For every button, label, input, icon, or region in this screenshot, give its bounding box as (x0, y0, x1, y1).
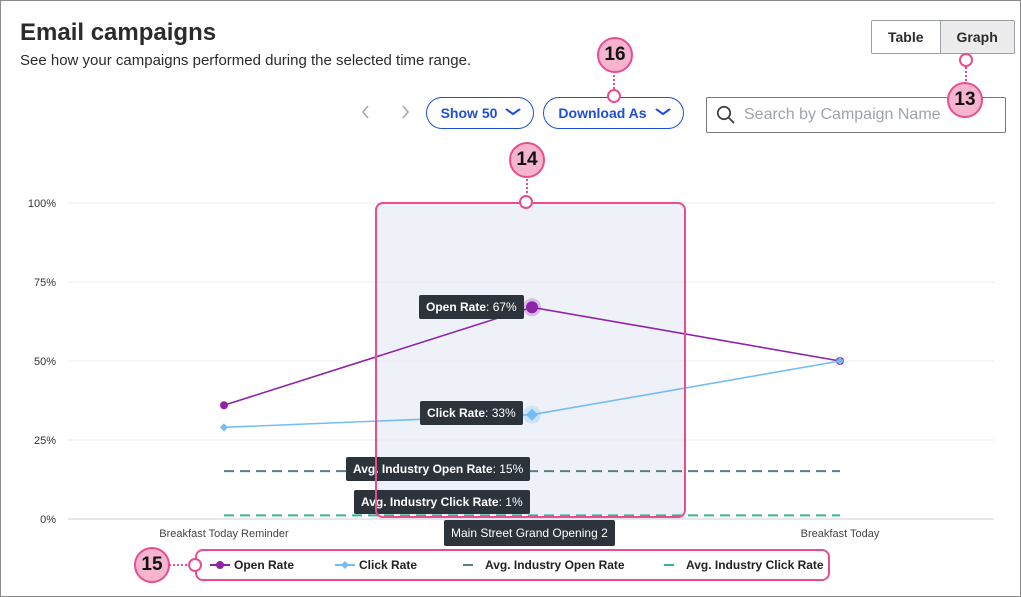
callout-15-connector (169, 564, 189, 566)
callout-15-anchor (188, 558, 202, 572)
x-tick-label: Breakfast Today Reminder (159, 528, 289, 540)
hovered-category-tooltip: Main Street Grand Opening 2 (444, 520, 615, 546)
callout-14-anchor (519, 195, 533, 209)
data-point (220, 423, 228, 431)
callout-15-highlight (195, 549, 830, 581)
callout-16-connector (613, 71, 615, 89)
callout-14-badge: 14 (509, 142, 545, 178)
data-point (220, 401, 228, 409)
y-tick-label: 50% (34, 356, 56, 368)
callout-15-badge: 15 (134, 547, 170, 583)
callout-13-anchor (959, 53, 973, 67)
x-tick-label: Breakfast Today (801, 528, 880, 540)
y-tick-label: 0% (40, 514, 56, 526)
callout-13-connector (965, 67, 967, 83)
y-tick-label: 75% (34, 277, 56, 289)
callout-16-badge: 16 (597, 37, 633, 73)
callout-16-anchor (607, 89, 621, 103)
callout-13-badge: 13 (947, 82, 983, 118)
callout-14-highlight (375, 202, 686, 518)
y-tick-label: 25% (34, 435, 56, 447)
callout-14-connector (526, 175, 528, 195)
y-tick-label: 100% (28, 198, 56, 210)
